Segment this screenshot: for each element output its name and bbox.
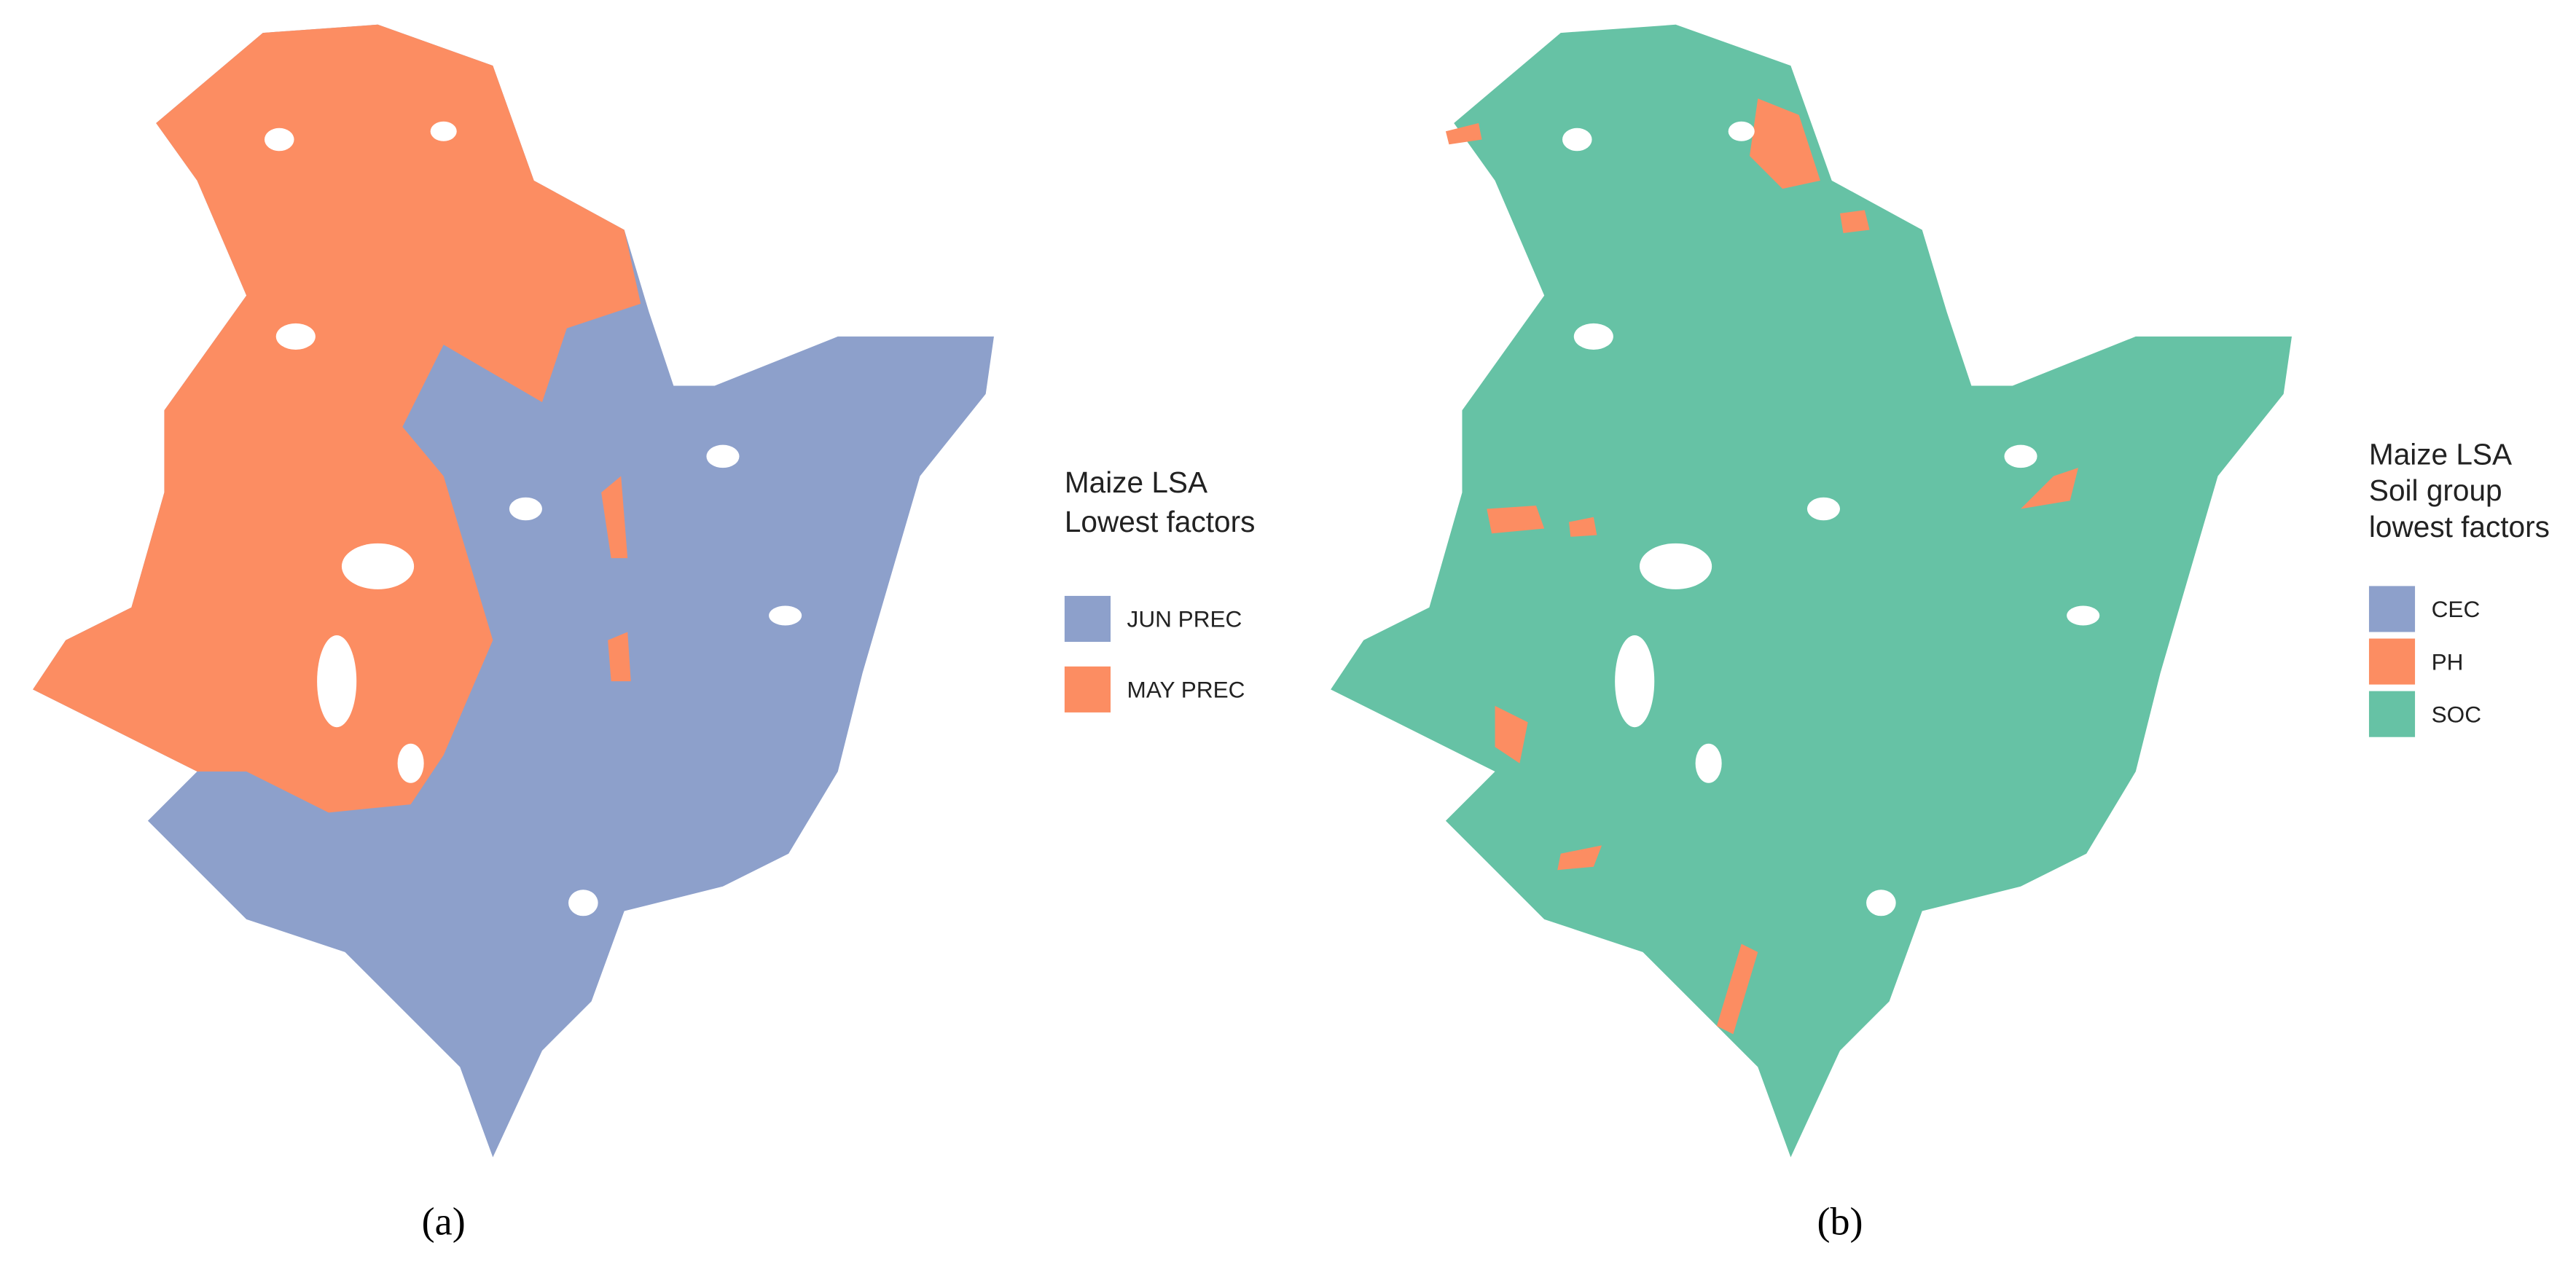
- region-ph: [1487, 506, 1545, 534]
- region-ph: [1569, 517, 1597, 537]
- caption: (a): [422, 1199, 466, 1243]
- legend-swatch: [2368, 638, 2416, 685]
- legend-swatch: [2368, 586, 2416, 632]
- legend-label: SOC: [2432, 701, 2481, 727]
- lakes: [264, 121, 802, 916]
- region-ph: [1557, 845, 1602, 871]
- region-may-prec: [601, 476, 628, 559]
- legend-title: Lowest factors: [1065, 505, 1255, 538]
- legend-title: Soil group: [2369, 474, 2502, 507]
- region-ph: [1716, 943, 1758, 1035]
- legend-swatch: [1064, 666, 1111, 713]
- legend-swatch: [1064, 595, 1111, 643]
- region-ph: [1840, 210, 1870, 233]
- region-may-prec: [33, 24, 641, 813]
- region-ph: [1750, 98, 1820, 189]
- region-ph: [1445, 98, 2078, 1035]
- region-soc: [1331, 24, 2292, 1158]
- region-ph: [1495, 705, 1528, 763]
- legend-title: Maize LSA: [1065, 466, 1207, 499]
- caption: (b): [1817, 1199, 1863, 1243]
- region-may-prec: [608, 632, 631, 682]
- legend-swatch: [2368, 691, 2416, 737]
- map-b: [1331, 24, 2292, 1158]
- legend-title: lowest factors: [2369, 510, 2550, 543]
- region-ph: [1445, 122, 1482, 145]
- lakes: [1562, 121, 2100, 916]
- legend-label: MAY PREC: [1127, 677, 1245, 703]
- legend-label: PH: [2432, 648, 2464, 675]
- legend-label: CEC: [2432, 596, 2481, 622]
- map-a: [33, 24, 994, 1158]
- region-ph: [2020, 468, 2078, 509]
- legend-label: JUN PREC: [1127, 606, 1242, 632]
- legend-title: Maize LSA: [2369, 438, 2512, 471]
